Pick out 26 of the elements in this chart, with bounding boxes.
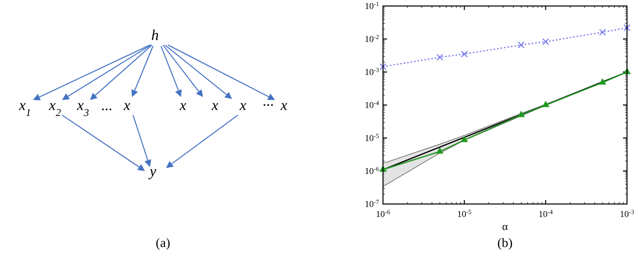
x-tick-label: 10$^{-3}$ <box>620 208 634 219</box>
x-tick-label: 10$^{-6}$ <box>376 208 390 219</box>
y-tick-label: 10$^{-5}$ <box>364 132 379 143</box>
text: x <box>122 98 131 114</box>
y-tick-label: 10$^{-3}$ <box>364 66 379 77</box>
text: x <box>280 98 288 114</box>
y-tick-label: 10$^{-4}$ <box>364 100 380 110</box>
text: y <box>148 164 157 180</box>
text: x <box>178 98 187 114</box>
text: (a) <box>156 235 170 250</box>
text: x <box>238 98 247 114</box>
text: (b) <box>497 235 513 250</box>
text: ··· <box>262 98 274 114</box>
x-tick-label: 10$^{-5}$ <box>457 208 472 219</box>
text: ... <box>101 98 113 114</box>
y-tick-label: 10$^{-6}$ <box>364 166 379 176</box>
text: x <box>210 98 219 114</box>
text: x$_{1}$ <box>18 98 31 118</box>
x-tick-label: 10$^{-4}$ <box>538 208 554 219</box>
text: x$_{2}$ <box>48 98 62 118</box>
text: h <box>151 28 159 44</box>
x-axis-title: α <box>502 221 508 233</box>
y-tick-label: 10$^{-7}$ <box>364 198 379 209</box>
y-tick-label: 10$^{-2}$ <box>364 34 379 44</box>
text: x$_{3}$ <box>76 98 89 118</box>
y-tick-label: 10$^{-1}$ <box>364 0 379 11</box>
